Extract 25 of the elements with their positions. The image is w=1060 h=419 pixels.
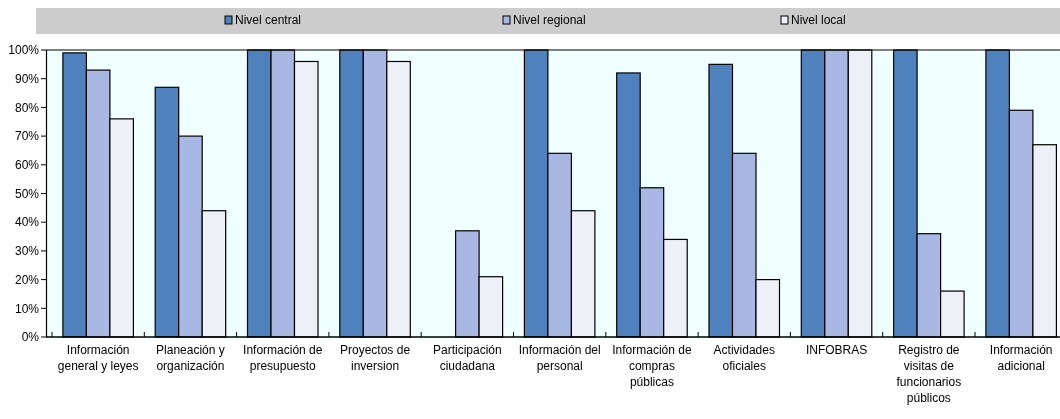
y-tick-label: 40% bbox=[14, 215, 40, 230]
y-tick-label: 70% bbox=[14, 129, 40, 144]
x-tick-label: Registro de visitas de funcionarios públicos bbox=[896, 343, 962, 405]
x-tick-label: Información de compras públicas bbox=[612, 343, 692, 389]
y-tick-label: 80% bbox=[14, 100, 40, 115]
x-tick-label: Información del personal bbox=[518, 343, 601, 373]
y-tick-label: 60% bbox=[14, 158, 40, 172]
x-tick-label: Información de presupuesto bbox=[243, 343, 323, 373]
x-tick-label: Participación ciudadana bbox=[433, 343, 502, 373]
x-tick-label: Planeación y organización bbox=[156, 343, 225, 373]
y-tick-label: 0% bbox=[21, 330, 40, 345]
y-tick-label: 50% bbox=[14, 186, 40, 201]
y-tick-label: 20% bbox=[14, 272, 40, 287]
legend-label: Nivel local bbox=[791, 13, 846, 28]
x-tick-label: Información adicional bbox=[989, 343, 1053, 373]
x-tick-label: INFOBRAS bbox=[805, 343, 868, 357]
legend-label: Nivel regional bbox=[513, 13, 586, 28]
x-tick-label: Información general y leyes bbox=[57, 343, 139, 373]
y-tick-label: 90% bbox=[14, 71, 40, 86]
x-tick-label: Actividades oficiales bbox=[713, 343, 775, 373]
y-tick-label: 10% bbox=[14, 301, 40, 316]
x-tick-label: Proyectos de inversion bbox=[340, 343, 411, 373]
legend-label: Nivel central bbox=[235, 13, 302, 28]
y-tick-label: 100% bbox=[8, 43, 40, 58]
y-tick-label: 30% bbox=[14, 244, 40, 259]
